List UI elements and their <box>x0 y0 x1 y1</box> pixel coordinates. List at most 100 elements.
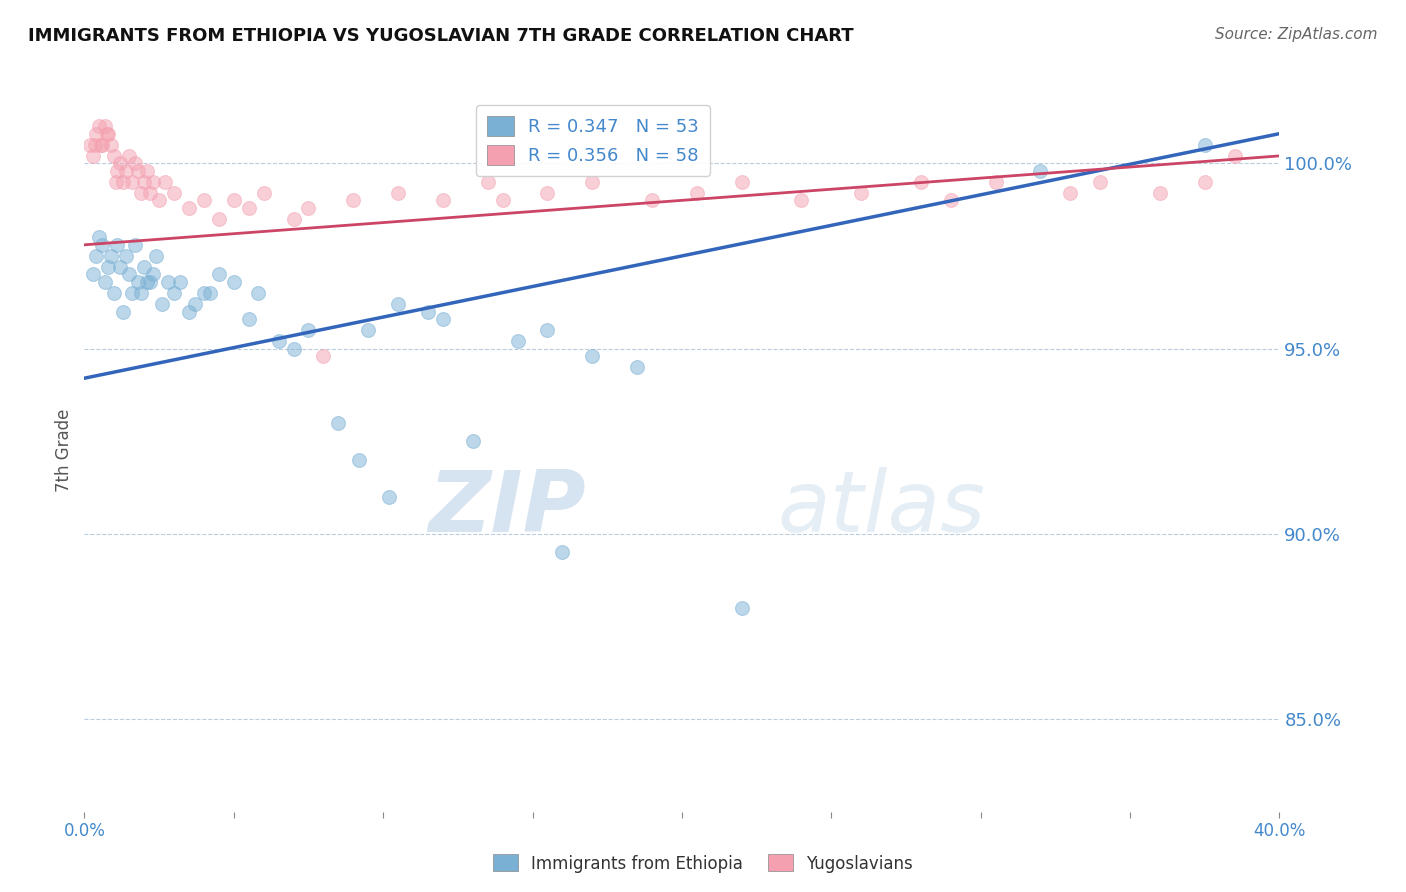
Point <box>432 312 454 326</box>
Point <box>477 175 499 189</box>
Point <box>139 275 162 289</box>
Point <box>94 275 117 289</box>
Point <box>96 127 118 141</box>
Point <box>121 175 143 189</box>
Point <box>357 323 380 337</box>
Point <box>132 260 156 274</box>
Point <box>150 297 173 311</box>
Point <box>1194 175 1216 189</box>
Point <box>153 175 176 189</box>
Point <box>1059 186 1081 200</box>
Point <box>142 175 165 189</box>
Point <box>100 249 122 263</box>
Point <box>129 285 152 300</box>
Point <box>115 163 138 178</box>
Point <box>387 186 409 200</box>
Point <box>1029 163 1052 178</box>
Point <box>169 275 191 289</box>
Point <box>297 201 319 215</box>
Point <box>387 297 409 311</box>
Point <box>124 156 146 170</box>
Point <box>581 175 603 189</box>
Point <box>253 186 276 200</box>
Point <box>312 349 335 363</box>
Point <box>89 120 111 134</box>
Point <box>112 175 135 189</box>
Point <box>145 249 167 263</box>
Point <box>129 186 152 200</box>
Point <box>198 285 221 300</box>
Point <box>110 260 132 274</box>
Text: Source: ZipAtlas.com: Source: ZipAtlas.com <box>1215 27 1378 42</box>
Point <box>1194 137 1216 152</box>
Point <box>115 249 138 263</box>
Point <box>136 275 159 289</box>
Text: ZIP: ZIP <box>429 467 586 549</box>
Point <box>492 194 515 208</box>
Point <box>142 268 165 282</box>
Point <box>86 127 108 141</box>
Point <box>342 194 364 208</box>
Point <box>79 137 101 152</box>
Point <box>581 349 603 363</box>
Point <box>222 275 245 289</box>
Point <box>103 285 125 300</box>
Point <box>127 275 149 289</box>
Point <box>105 163 128 178</box>
Point <box>193 285 215 300</box>
Point <box>110 156 132 170</box>
Point <box>238 312 260 326</box>
Point <box>626 360 648 375</box>
Point <box>82 149 104 163</box>
Point <box>1149 186 1171 200</box>
Point <box>378 490 401 504</box>
Point <box>349 452 371 467</box>
Point <box>127 163 149 178</box>
Point <box>536 186 558 200</box>
Point <box>124 237 146 252</box>
Point <box>97 127 120 141</box>
Point <box>148 194 170 208</box>
Point <box>184 297 207 311</box>
Point <box>910 175 932 189</box>
Point <box>328 416 350 430</box>
Point <box>461 434 484 449</box>
Point <box>283 342 305 356</box>
Legend: Immigrants from Ethiopia, Yugoslavians: Immigrants from Ethiopia, Yugoslavians <box>486 847 920 880</box>
Text: IMMIGRANTS FROM ETHIOPIA VS YUGOSLAVIAN 7TH GRADE CORRELATION CHART: IMMIGRANTS FROM ETHIOPIA VS YUGOSLAVIAN … <box>28 27 853 45</box>
Point <box>686 186 709 200</box>
Point <box>132 175 156 189</box>
Point <box>103 149 125 163</box>
Point <box>193 194 215 208</box>
Point <box>177 201 200 215</box>
Point <box>297 323 319 337</box>
Point <box>139 186 162 200</box>
Point <box>121 285 143 300</box>
Point <box>86 249 108 263</box>
Point <box>731 175 754 189</box>
Point <box>536 323 558 337</box>
Point <box>851 186 873 200</box>
Point <box>91 237 114 252</box>
Point <box>157 275 180 289</box>
Point <box>267 334 290 348</box>
Point <box>1223 149 1246 163</box>
Point <box>89 230 111 244</box>
Point <box>163 285 186 300</box>
Legend: R = 0.347   N = 53, R = 0.356   N = 58: R = 0.347 N = 53, R = 0.356 N = 58 <box>475 105 710 176</box>
Point <box>939 194 962 208</box>
Text: atlas: atlas <box>778 467 986 549</box>
Point <box>97 260 120 274</box>
Point <box>416 304 439 318</box>
Point <box>432 194 454 208</box>
Point <box>94 120 117 134</box>
Point <box>246 285 269 300</box>
Point <box>105 237 128 252</box>
Point <box>118 149 141 163</box>
Point <box>208 268 231 282</box>
Point <box>104 175 127 189</box>
Point <box>222 194 245 208</box>
Point <box>163 186 186 200</box>
Y-axis label: 7th Grade: 7th Grade <box>55 409 73 492</box>
Point <box>238 201 260 215</box>
